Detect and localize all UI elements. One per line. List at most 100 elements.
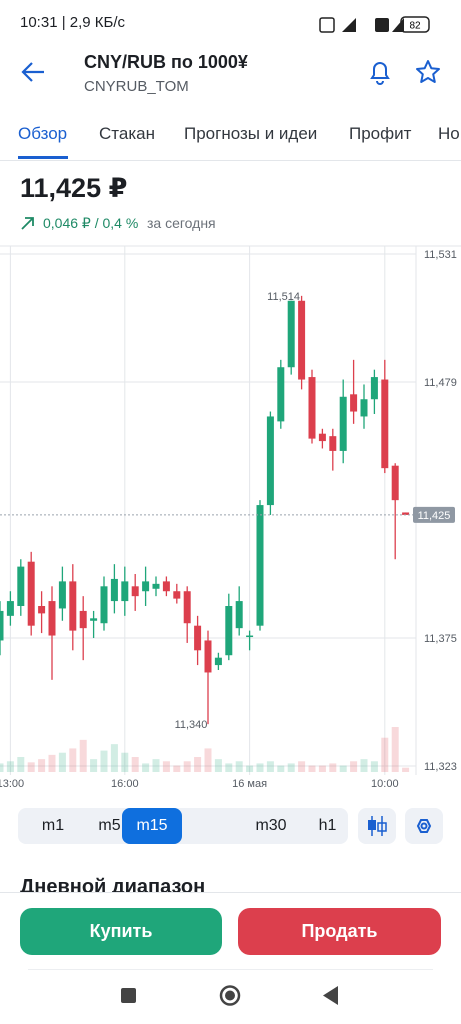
volume-bar <box>318 765 326 772</box>
bell-button[interactable] <box>368 58 392 86</box>
volume-bar <box>90 759 98 772</box>
nav-home[interactable] <box>219 985 241 1006</box>
candle-body <box>152 583 160 589</box>
candle-body <box>204 640 212 673</box>
tab-indicator <box>18 156 68 159</box>
volume-bar <box>235 761 243 772</box>
volume-bar <box>58 752 66 772</box>
volume-bar <box>17 757 25 772</box>
candle-body <box>58 581 66 609</box>
candle-body <box>38 606 46 614</box>
volume-bar <box>183 761 191 772</box>
x-tick-label: 13:00 <box>0 778 24 790</box>
candle-body <box>110 578 118 602</box>
signal-icon <box>342 18 356 32</box>
nav-bar <box>121 985 338 1006</box>
status-icons: 82 <box>319 16 430 33</box>
back-button[interactable] <box>20 60 46 84</box>
candle-body <box>277 367 285 422</box>
candle-body <box>214 657 222 666</box>
volume-bar <box>162 761 170 772</box>
volume-bar <box>370 761 378 772</box>
candle-body <box>235 601 243 629</box>
x-tick-label: 16:00 <box>111 778 139 790</box>
candle-body <box>173 591 181 599</box>
star-button[interactable] <box>414 58 442 86</box>
volume-bar <box>298 761 306 772</box>
low-label: 11,340 <box>175 719 208 731</box>
candle-body <box>27 561 35 626</box>
volume-bar <box>204 748 212 772</box>
volume-bar <box>152 759 160 772</box>
volume-bar <box>121 752 129 772</box>
candle-body <box>287 300 295 368</box>
settings-button[interactable] <box>405 808 443 844</box>
price: 11,425 ₽ <box>20 173 128 203</box>
y-tick-label: 11,323 <box>424 761 457 773</box>
price-change: 0,046 ₽ / 0,4 % <box>43 215 139 231</box>
volume-bar <box>214 759 222 772</box>
last-price-box <box>413 506 455 523</box>
volume-bar <box>266 761 274 772</box>
buy-button[interactable]: Купить <box>20 908 222 955</box>
nav-back[interactable] <box>323 986 338 1005</box>
signal-icon <box>319 17 335 33</box>
candle-body <box>6 601 14 616</box>
candle-body <box>225 606 233 656</box>
divider <box>0 160 461 161</box>
volume-bar <box>360 759 368 772</box>
candle-body <box>131 586 139 597</box>
volume-bar <box>381 737 389 772</box>
timeframe-bar <box>18 808 348 844</box>
timeframe-button[interactable]: m1 <box>41 817 65 834</box>
x-tick-label: 10:00 <box>371 778 399 790</box>
volume-bar <box>308 765 316 772</box>
candle-body <box>48 601 56 636</box>
divider <box>28 969 433 970</box>
volume-bar <box>391 727 399 772</box>
y-tick-label: 11,531 <box>424 249 457 261</box>
candle-body <box>318 433 326 442</box>
header-title: CNY/RUB по 1000¥ <box>84 52 248 72</box>
volume-bar <box>0 763 4 772</box>
up-arrow <box>21 217 34 230</box>
candle-body <box>360 399 368 417</box>
chart-type-button[interactable] <box>358 808 396 844</box>
candle-body <box>402 512 410 515</box>
header-subtitle: CNYRUB_TOM <box>84 78 189 95</box>
timeframe-button[interactable]: m15 <box>122 808 182 844</box>
volume-bar <box>350 761 358 772</box>
candle-body <box>17 566 25 606</box>
candle-body <box>69 581 77 631</box>
timeframe-button[interactable]: h1 <box>318 817 337 834</box>
signal-icon <box>392 18 404 32</box>
tab[interactable]: Прогнозы и идеи <box>184 124 318 143</box>
volume-bar <box>194 757 202 772</box>
candle-body <box>0 610 4 641</box>
status-time: 10:31 | 2,9 КБ/с <box>20 14 126 31</box>
timeframe-button[interactable]: m30 <box>255 817 287 834</box>
volume-bar <box>6 761 14 772</box>
candle-body <box>298 300 306 380</box>
lte-icon <box>375 18 389 32</box>
candle-body <box>183 591 191 624</box>
candle-body <box>79 610 87 629</box>
nav-home-dot <box>225 990 235 1001</box>
volume-bar <box>110 744 118 772</box>
sell-button[interactable]: Продать <box>238 908 441 955</box>
volume-bar <box>27 762 35 772</box>
candle-body <box>256 505 264 626</box>
volume-bar <box>173 765 181 772</box>
candlestick-chart: 11,323 11,375 11,479 11,531 13:00 16:00 16 мая… <box>0 245 461 790</box>
battery-level: 82 <box>409 21 421 32</box>
nav-recent[interactable] <box>121 988 136 1003</box>
tab[interactable]: Но <box>438 124 460 143</box>
tab[interactable]: Профит <box>349 124 412 143</box>
tab[interactable]: Обзор <box>18 124 68 143</box>
volume-bar <box>277 765 285 772</box>
tab[interactable]: Стакан <box>99 124 155 143</box>
timeframe-button[interactable]: m5 <box>98 817 121 834</box>
volume-bar <box>246 765 254 772</box>
candle-body <box>194 625 202 651</box>
